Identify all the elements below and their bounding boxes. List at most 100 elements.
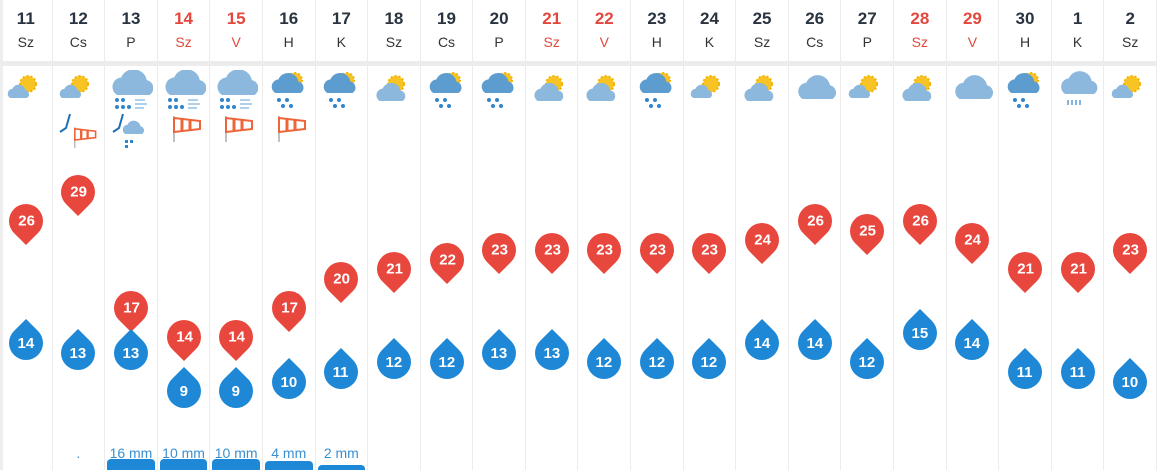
day-column[interactable]: 24 K 23 12: [684, 0, 737, 470]
min-temp-marker: 12: [685, 338, 734, 387]
day-header: 29 V: [947, 0, 999, 60]
lightning-hail-icon: [112, 113, 144, 148]
day-column[interactable]: 21 Sz 23 13: [526, 0, 579, 470]
day-number: 16: [279, 9, 299, 28]
max-temp-marker: 26: [3, 196, 50, 246]
day-column[interactable]: 12 Cs 29 13 .: [53, 0, 106, 470]
max-temp: 26: [911, 212, 929, 230]
day-column[interactable]: 13 P 17 13 16 mm: [105, 0, 158, 470]
day-column[interactable]: 1 K 21 11: [1052, 0, 1105, 470]
day-header: 28 Sz: [894, 0, 946, 60]
min-temp-marker: 10: [1106, 357, 1155, 406]
min-temp-marker: 13: [475, 328, 524, 377]
max-temp-marker: 21: [1053, 245, 1102, 294]
day-column[interactable]: 18 Sz 21 12: [368, 0, 421, 470]
partly-cloudy-icon: [534, 75, 563, 101]
day-column[interactable]: 26 Cs 26 14: [789, 0, 842, 470]
max-temp-marker: 22: [422, 235, 471, 284]
min-temp-marker: 9: [212, 367, 261, 416]
max-temp-marker: 23: [527, 225, 576, 275]
day-name: V: [599, 34, 609, 50]
day-column[interactable]: 28 Sz 26 15: [894, 0, 947, 470]
max-temp-marker: 14: [159, 313, 208, 362]
day-number: 25: [752, 9, 772, 28]
sun-cloud-rain-icon: [481, 72, 514, 108]
max-temp: 23: [595, 241, 613, 259]
min-temp-marker: 13: [527, 328, 576, 377]
day-number: 19: [437, 9, 456, 28]
day-header: 18 Sz: [368, 0, 420, 60]
max-temp: 29: [70, 183, 87, 201]
max-temp-marker: 17: [106, 283, 155, 333]
sun-small-cloud-icon: [849, 75, 879, 98]
day-column[interactable]: 16 H 17 10 4 mm: [263, 0, 316, 470]
min-temp: 14: [806, 334, 823, 352]
max-temp-marker: 23: [1106, 225, 1155, 275]
min-temp: 12: [595, 353, 613, 371]
min-temp: 9: [231, 382, 241, 400]
day-column[interactable]: 15 V 14 9 10 mm: [210, 0, 263, 470]
min-temp-marker: 12: [580, 338, 629, 387]
min-temp-marker: 14: [738, 318, 787, 368]
day-column[interactable]: 25 Sz 24 14: [736, 0, 789, 470]
precipitation-amount: 4 mm: [271, 445, 307, 461]
day-header: 11 Sz: [3, 0, 52, 60]
max-temp: 20: [332, 270, 350, 288]
min-temp-marker: 14: [790, 318, 839, 368]
day-header: 17 K: [316, 0, 368, 60]
day-header: 27 P: [841, 0, 893, 60]
day-column[interactable]: 22 V 23 12: [579, 0, 632, 470]
day-header: 24 K: [684, 0, 736, 60]
day-header: 30 H: [999, 0, 1051, 60]
max-temp-marker: 21: [369, 245, 418, 294]
precipitation-bar: [159, 459, 208, 470]
day-name: Sz: [543, 34, 560, 50]
storm-windsock-icon: [59, 113, 97, 149]
max-temp: 17: [280, 299, 298, 317]
day-column[interactable]: 14 Sz 14 9 10 mm: [158, 0, 211, 470]
min-temp-marker: 13: [54, 328, 103, 377]
day-column[interactable]: 19 Cs 22 12: [421, 0, 474, 470]
min-temp: 13: [490, 344, 508, 362]
day-header: 23 H: [631, 0, 683, 60]
min-temp-marker: 13: [106, 328, 155, 377]
cloud-rain-wind-icon: [165, 70, 206, 109]
max-temp-marker: 17: [264, 283, 313, 333]
day-column[interactable]: 11 Sz 26 14: [3, 0, 53, 470]
min-temp-marker: 15: [895, 309, 944, 358]
max-temp-marker: 26: [895, 196, 944, 246]
day-name: P: [862, 34, 872, 50]
day-number: 21: [542, 9, 562, 28]
day-column[interactable]: 17 K 20 11 2 mm: [316, 0, 369, 470]
min-temp: 12: [648, 353, 666, 371]
day-number: 12: [68, 9, 88, 28]
day-number: 14: [174, 9, 194, 28]
header-separator: [3, 61, 1157, 66]
day-column[interactable]: 2 Sz 23 10: [1104, 0, 1157, 470]
day-column[interactable]: 23 H 23 12: [631, 0, 684, 470]
day-column[interactable]: 29 V 24 14: [947, 0, 1000, 470]
day-header: 20 P: [473, 0, 525, 60]
precipitation-amount: 16 mm: [109, 445, 153, 461]
day-header: 13 P: [105, 0, 157, 60]
day-column[interactable]: 20 P 23 13: [473, 0, 526, 470]
max-temp-marker: 23: [632, 225, 681, 275]
day-number: 18: [384, 9, 404, 28]
sun-cloud-rain-icon: [429, 72, 461, 108]
day-header: 1 K: [1052, 0, 1104, 60]
day-column[interactable]: 30 H 21 11: [999, 0, 1052, 470]
min-temp: 13: [70, 344, 87, 362]
max-temp-marker: 24: [738, 216, 787, 265]
day-header: 25 Sz: [736, 0, 788, 60]
min-temp: 12: [701, 353, 718, 371]
day-name: K: [336, 34, 346, 50]
max-temp: 14: [227, 328, 245, 346]
min-temp: 14: [964, 334, 981, 352]
windsock-icon: [277, 116, 306, 142]
day-header: 2 Sz: [1104, 0, 1156, 60]
max-temp: 14: [175, 328, 192, 346]
precipitation-bar: [317, 465, 366, 470]
day-column[interactable]: 27 P 25 12: [841, 0, 895, 470]
day-header: 16 H: [263, 0, 315, 60]
